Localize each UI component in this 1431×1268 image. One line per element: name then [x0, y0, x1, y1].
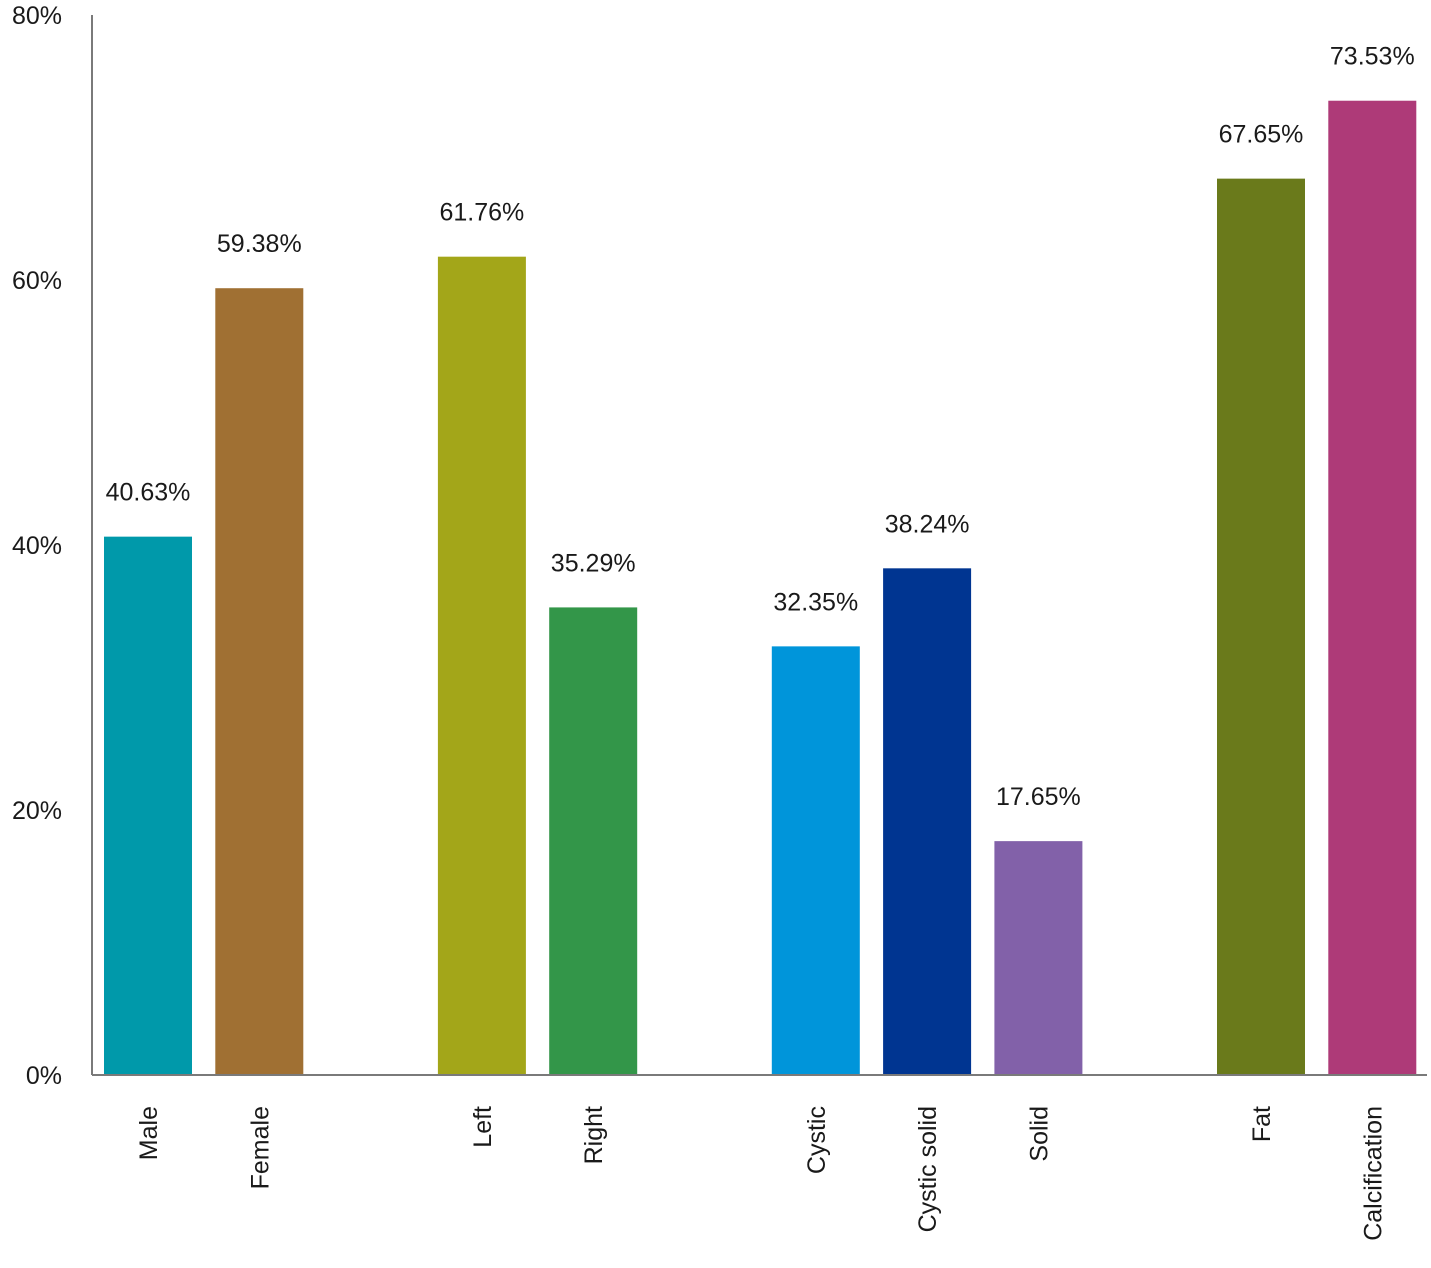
y-axis: 0% 20% 40% 60% 80% — [12, 2, 62, 1090]
bar-right — [549, 607, 638, 1075]
data-label: 61.76% — [440, 199, 525, 227]
category-label: Female — [246, 1106, 274, 1189]
data-label: 35.29% — [551, 549, 636, 577]
data-label: 73.53% — [1330, 43, 1415, 71]
category-label: Right — [580, 1106, 608, 1164]
y-tick-label: 40% — [12, 532, 62, 560]
category-label: Male — [135, 1106, 163, 1160]
data-label: 32.35% — [773, 588, 858, 616]
category-labels: Male Female Left Right Cystic Cystic solid Sol… — [135, 1106, 1387, 1241]
category-label: Cystic — [803, 1106, 831, 1174]
data-label: 59.38% — [217, 230, 302, 258]
bar-fat — [1217, 178, 1305, 1075]
category-label: Cystic solid — [914, 1106, 942, 1232]
data-label: 38.24% — [885, 510, 970, 538]
bar-female — [215, 288, 304, 1076]
y-tick-label: 20% — [12, 797, 62, 825]
bar-left — [437, 256, 526, 1075]
y-tick-label: 60% — [12, 267, 62, 295]
category-label: Fat — [1248, 1106, 1276, 1142]
category-label: Calcification — [1359, 1106, 1387, 1241]
bars — [104, 100, 1417, 1076]
bar-calcification — [1328, 100, 1417, 1076]
data-label: 67.65% — [1219, 121, 1304, 149]
bar-cystic-solid — [883, 568, 972, 1075]
bar-male — [104, 536, 192, 1075]
y-tick-label: 80% — [12, 2, 62, 30]
data-labels: 40.63% 59.38% 61.76% 35.29% 32.35% 38.24% 17.6… — [106, 43, 1415, 811]
data-label: 40.63% — [106, 479, 191, 507]
bar-cystic — [771, 646, 860, 1075]
category-label: Solid — [1025, 1106, 1053, 1162]
category-label: Left — [469, 1106, 497, 1148]
data-label: 17.65% — [996, 783, 1081, 811]
y-tick-label: 0% — [26, 1062, 62, 1090]
bar-solid — [994, 841, 1083, 1075]
